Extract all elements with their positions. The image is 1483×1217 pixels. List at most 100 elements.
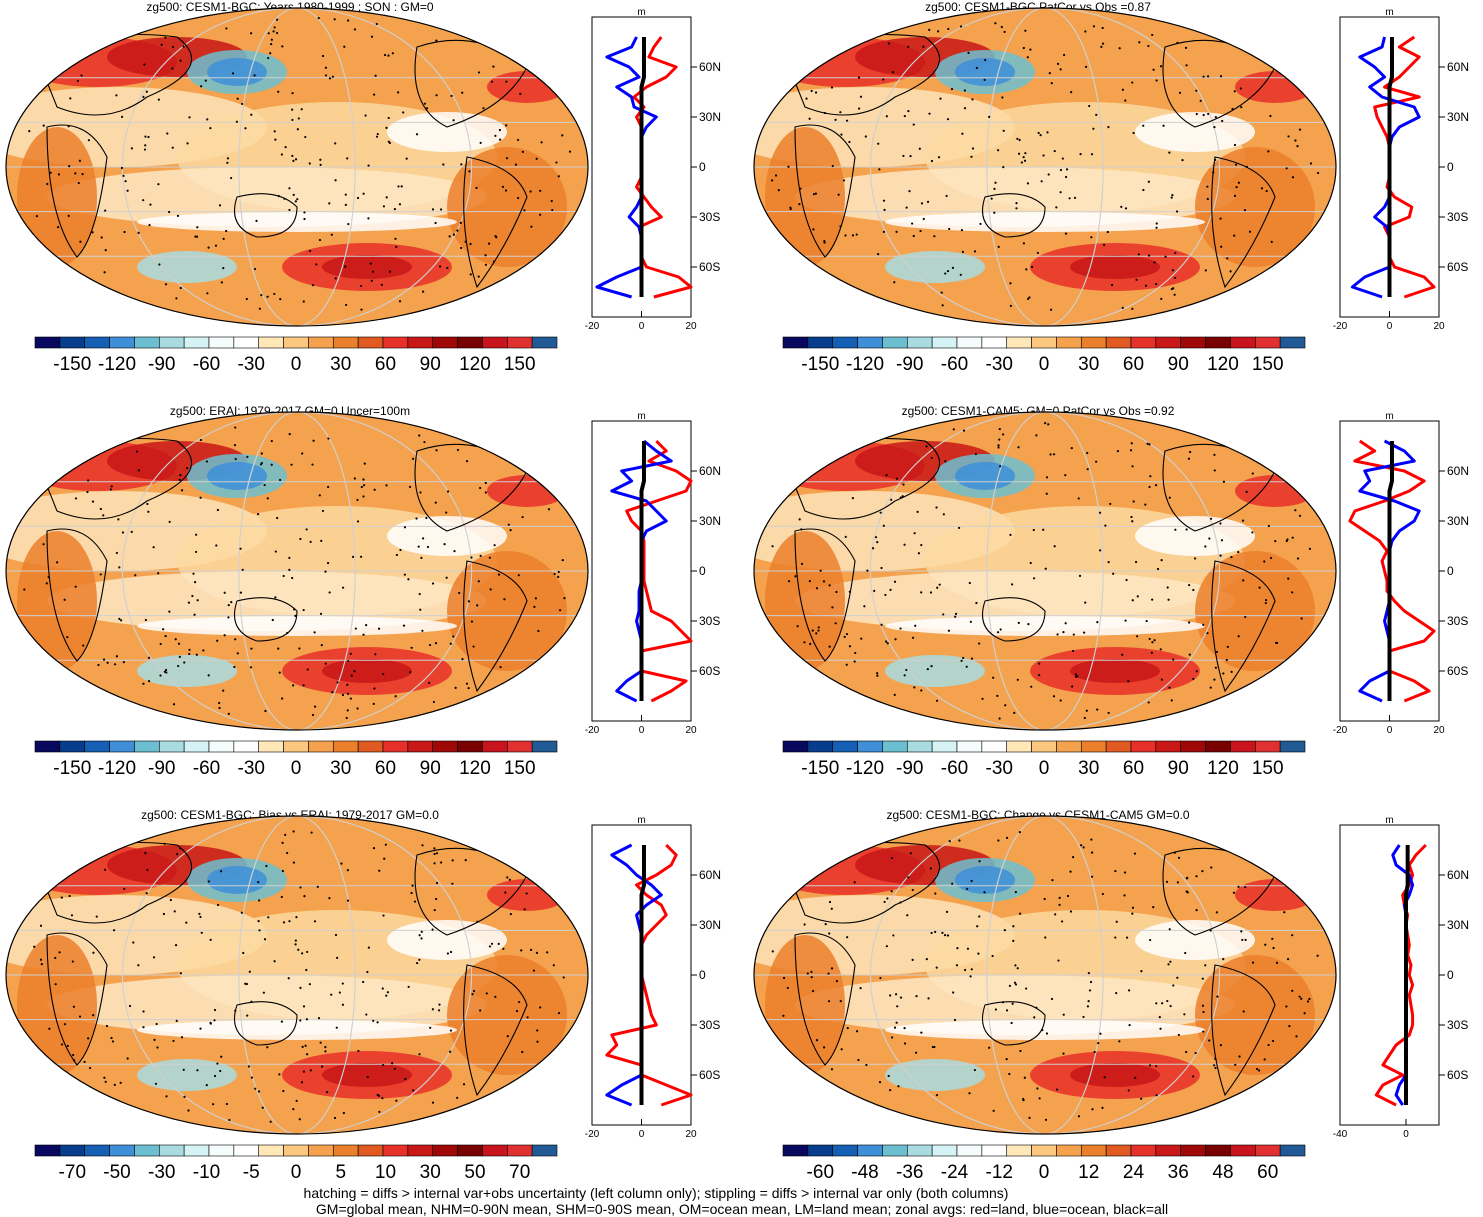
stipple-dot bbox=[209, 1021, 212, 1024]
stipple-dot bbox=[485, 992, 488, 995]
stipple-dot bbox=[782, 1014, 785, 1017]
stipple-dot bbox=[220, 870, 223, 873]
colorbar-swatch bbox=[1230, 740, 1256, 753]
stipple-dot bbox=[973, 1068, 977, 1072]
stipple-dot bbox=[433, 852, 436, 856]
stipple-dot bbox=[68, 165, 71, 168]
stipple-dot bbox=[105, 1024, 109, 1028]
stipple-dot bbox=[311, 463, 314, 466]
colorbar: -150 -120 -90 -60 -30 0 30 60 90 120 150 bbox=[782, 336, 1306, 375]
stipple-dot bbox=[969, 620, 972, 623]
stipple-dot bbox=[1030, 265, 1034, 269]
stipple-dot bbox=[416, 961, 419, 965]
stipple-dot bbox=[146, 868, 149, 871]
colorbar-swatch bbox=[158, 740, 185, 753]
stipple-dot bbox=[1230, 670, 1233, 673]
colorbar-swatch bbox=[357, 336, 384, 349]
colorbar-swatch bbox=[956, 336, 983, 349]
stipple-dot bbox=[452, 233, 455, 236]
stipple-dot bbox=[193, 613, 196, 616]
stipple-dot bbox=[956, 947, 959, 950]
stipple-dot bbox=[79, 240, 82, 243]
stipple-dot bbox=[147, 135, 150, 139]
stipple-dot bbox=[476, 604, 479, 607]
stipple-dot bbox=[994, 22, 997, 25]
stipple-dot bbox=[893, 1026, 897, 1029]
stipple-dot bbox=[23, 588, 26, 591]
stipple-dot bbox=[1237, 550, 1240, 554]
stipple-dot bbox=[1240, 930, 1243, 933]
stipple-dot bbox=[288, 556, 291, 560]
stipple-dot bbox=[144, 135, 147, 138]
stipple-dot bbox=[1316, 954, 1319, 957]
stipple-dot bbox=[853, 881, 856, 884]
stipple-dot bbox=[1251, 472, 1254, 475]
stipple-dot bbox=[1131, 465, 1134, 468]
stipple-dot bbox=[1152, 906, 1155, 909]
stipple-dot bbox=[472, 989, 476, 993]
stipple-dot bbox=[1148, 485, 1151, 489]
stipple-dot bbox=[1126, 936, 1129, 939]
stipple-dot bbox=[1140, 970, 1143, 973]
stipple-dot bbox=[1127, 1089, 1130, 1092]
stipple-dot bbox=[1004, 704, 1007, 707]
stipple-dot bbox=[223, 591, 226, 594]
colorbar-swatch bbox=[407, 740, 434, 753]
stipple-dot bbox=[103, 1076, 106, 1079]
stipple-dot bbox=[277, 90, 280, 93]
stipple-dot bbox=[523, 209, 526, 212]
stipple-dot bbox=[1024, 152, 1027, 155]
colorbar-swatch bbox=[1130, 336, 1157, 349]
colorbar-swatch bbox=[482, 740, 508, 753]
stipple-dot bbox=[1038, 1097, 1041, 1100]
stipple-dot bbox=[186, 142, 189, 145]
stipple-dot bbox=[906, 914, 909, 917]
stipple-dot bbox=[557, 575, 560, 578]
stipple-dot bbox=[228, 1118, 231, 1122]
stipple-dot bbox=[1147, 44, 1150, 48]
continent-outline bbox=[233, 597, 298, 642]
stipple-dot bbox=[1187, 583, 1191, 587]
stipple-dot bbox=[142, 95, 145, 98]
stipple-dot bbox=[428, 681, 431, 684]
stipple-dot bbox=[137, 964, 140, 967]
stipple-dot bbox=[1053, 545, 1056, 548]
stipple-dot bbox=[174, 944, 178, 947]
stipple-dot bbox=[311, 284, 315, 287]
stipple-dot bbox=[1045, 1032, 1049, 1035]
stipple-dot bbox=[472, 645, 475, 648]
stipple-dot bbox=[1152, 68, 1155, 71]
stipple-dot bbox=[87, 479, 90, 482]
stipple-dot bbox=[1146, 442, 1149, 445]
stipple-dot bbox=[926, 200, 930, 203]
stipple-dot bbox=[449, 1029, 453, 1032]
stipple-dot bbox=[1187, 457, 1191, 460]
stipple-dot bbox=[359, 555, 363, 558]
profile-lat-label: 60N bbox=[1447, 60, 1469, 74]
stipple-dot bbox=[69, 97, 72, 100]
colorbar-tick-label: -120 bbox=[846, 354, 884, 375]
stipple-dot bbox=[1225, 658, 1228, 662]
stipple-dot bbox=[1209, 929, 1212, 932]
stipple-dot bbox=[839, 111, 842, 114]
stipple-dot bbox=[446, 490, 450, 493]
stipple-dot bbox=[242, 951, 245, 955]
stipple-dot bbox=[302, 300, 305, 303]
stipple-dot bbox=[939, 97, 942, 100]
stipple-dot bbox=[299, 1019, 302, 1022]
stipple-dot bbox=[446, 266, 449, 270]
colorbar-swatch bbox=[34, 336, 61, 349]
stipple-dot bbox=[562, 976, 565, 979]
stipple-dot bbox=[374, 74, 377, 77]
stipple-dot bbox=[269, 1120, 272, 1123]
colorbar-tick-label: 120 bbox=[459, 354, 491, 375]
stipple-dot bbox=[378, 869, 381, 872]
stipple-dot bbox=[305, 1018, 309, 1021]
stipple-dot bbox=[87, 139, 91, 142]
stipple-dot bbox=[944, 460, 947, 463]
stipple-dot bbox=[1101, 892, 1104, 896]
stipple-dot bbox=[145, 90, 148, 93]
colorbar: -70 -50 -30 -10 -5 0 5 10 30 50 70 bbox=[34, 1144, 558, 1183]
stipple-dot bbox=[168, 520, 171, 524]
stipple-dot bbox=[893, 281, 896, 284]
